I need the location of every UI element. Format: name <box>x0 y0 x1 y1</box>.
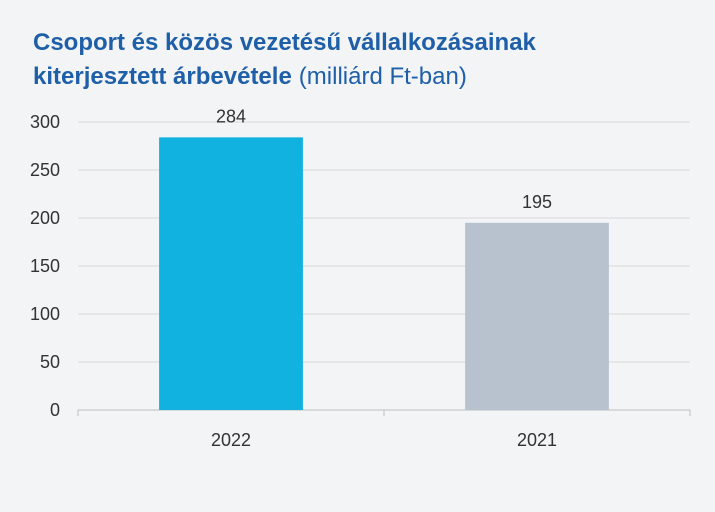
bar <box>465 222 609 410</box>
data-label: 284 <box>216 106 246 126</box>
chart-title-line: Csoport és közös vezetésű vállalkozásain… <box>33 29 537 56</box>
x-tick-label: 2021 <box>517 430 557 450</box>
bar <box>159 137 303 411</box>
y-tick-label: 100 <box>30 304 60 324</box>
chart-title-line: kiterjesztett árbevétele (milliárd Ft-ban… <box>33 63 467 90</box>
chart-title-line: kiterjesztett árbevétele <box>33 63 292 90</box>
y-tick-label: 250 <box>30 160 60 180</box>
y-tick-label: 300 <box>30 112 60 132</box>
y-tick-label: 150 <box>30 256 60 276</box>
data-label: 195 <box>522 192 552 212</box>
y-tick-label: 200 <box>30 208 60 228</box>
x-tick-label: 2022 <box>211 430 251 450</box>
y-tick-label: 50 <box>40 352 60 372</box>
y-tick-label: 0 <box>50 400 60 420</box>
chart-subtitle: (milliárd Ft-ban) <box>299 63 467 90</box>
